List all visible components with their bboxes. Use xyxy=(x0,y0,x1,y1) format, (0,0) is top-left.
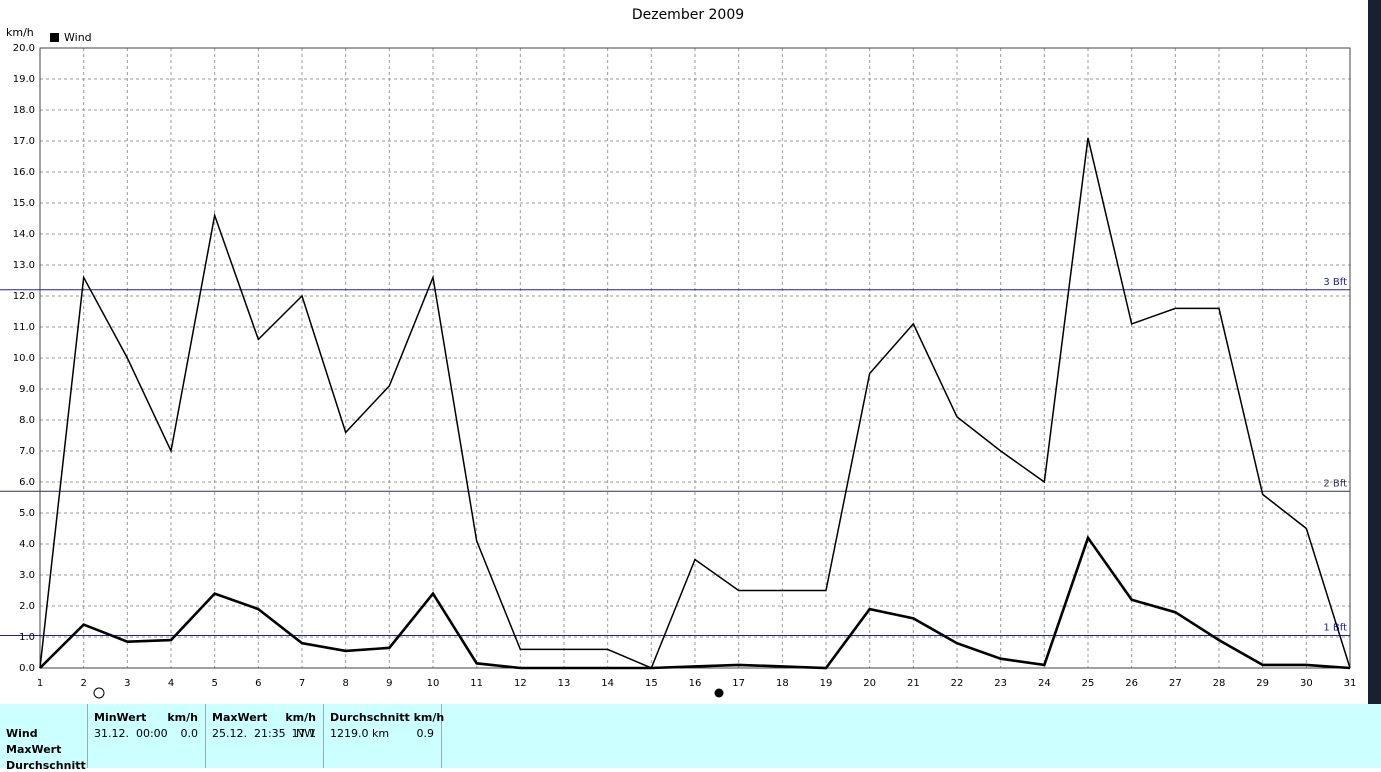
y-tick-label: 12.0 xyxy=(13,291,35,302)
x-tick-label: 7 xyxy=(299,678,305,689)
y-tick-label: 0.0 xyxy=(19,663,35,674)
x-tick-label: 14 xyxy=(601,678,614,689)
x-tick-label: 26 xyxy=(1125,678,1138,689)
y-tick-label: 10.0 xyxy=(13,353,35,364)
y-tick-label: 17.0 xyxy=(13,136,35,147)
side-strip xyxy=(1368,0,1381,704)
table-cell: 17.1 xyxy=(291,727,317,740)
plot-frame xyxy=(39,47,1351,669)
y-tick-label: 13.0 xyxy=(13,260,35,271)
y-tick-label: 5.0 xyxy=(19,508,35,519)
column-header: Durchschnitt km/h xyxy=(330,711,445,724)
table-cell: 25.12. 21:35 xyxy=(212,727,286,740)
y-tick-label: 11.0 xyxy=(13,322,35,333)
x-tick-label: 1 xyxy=(37,678,43,689)
chart: Dezember 2009 km/h Wind 0.0 1.0 2.0 3.0 4.0 5… xyxy=(0,0,1381,704)
y-tick-label: 7.0 xyxy=(19,446,35,457)
x-tick-label: 13 xyxy=(558,678,571,689)
column-header: MinWert xyxy=(94,711,147,724)
table-cell: 0.0 xyxy=(180,727,199,740)
chart-title: Dezember 2009 xyxy=(632,7,744,23)
x-tick-label: 24 xyxy=(1038,678,1051,689)
x-tick-label: 21 xyxy=(907,678,920,689)
x-tick-label: 22 xyxy=(951,678,964,689)
y-axis-label: km/h xyxy=(6,26,34,39)
y-tick-label: 1.0 xyxy=(19,632,35,643)
x-tick-label: 5 xyxy=(211,678,217,689)
y-tick-label: 8.0 xyxy=(19,415,35,426)
x-tick-label: 6 xyxy=(255,678,261,689)
y-tick-label: 19.0 xyxy=(13,74,35,85)
moon-full xyxy=(93,687,105,699)
x-tick-label: 8 xyxy=(342,678,348,689)
x-tick-label: 10 xyxy=(427,678,440,689)
column-header: MaxWert xyxy=(212,711,268,724)
table-cell: NW xyxy=(296,727,316,740)
reference-label: 2 Bft xyxy=(1323,478,1347,489)
table-cell: 0.9 xyxy=(416,727,435,740)
x-tick-label: 9 xyxy=(386,678,392,689)
y-tick-label: 4.0 xyxy=(19,539,35,550)
stats-table: Wind MaxWert Durchschnitt MinWert km/h 31.12.… xyxy=(0,704,1381,772)
x-tick-label: 2 xyxy=(80,678,86,689)
x-tick-label: 29 xyxy=(1256,678,1269,689)
series-line xyxy=(39,534,1351,670)
x-tick-label: 18 xyxy=(776,678,789,689)
x-tick-label: 3 xyxy=(124,678,130,689)
y-tick-label: 16.0 xyxy=(13,167,35,178)
reference-label: 1 Bft xyxy=(1323,622,1347,633)
y-tick-label: 3.0 xyxy=(19,570,35,581)
x-tick-label: 4 xyxy=(168,678,174,689)
row-label: Durchschnitt xyxy=(6,759,86,772)
legend-swatch xyxy=(50,33,59,42)
x-tick-label: 15 xyxy=(645,678,658,689)
column-separator xyxy=(323,704,324,768)
x-tick-label: 19 xyxy=(820,678,833,689)
x-tick-label: 12 xyxy=(514,678,527,689)
moon-new xyxy=(714,688,724,698)
y-tick-label: 18.0 xyxy=(13,105,35,116)
row-label: Wind xyxy=(6,727,38,740)
x-tick-label: 23 xyxy=(994,678,1007,689)
table-cell: 1219.0 km xyxy=(330,727,390,740)
x-tick-label: 28 xyxy=(1213,678,1226,689)
reference-label: 3 Bft xyxy=(1323,277,1347,288)
y-tick-label: 9.0 xyxy=(19,384,35,395)
x-tick-label: 30 xyxy=(1300,678,1313,689)
column-separator xyxy=(441,704,442,768)
x-tick-label: 16 xyxy=(689,678,702,689)
column-separator xyxy=(205,704,206,768)
x-tick-label: 17 xyxy=(732,678,745,689)
x-tick-label: 25 xyxy=(1082,678,1095,689)
x-tick-label: 31 xyxy=(1344,678,1357,689)
series-line xyxy=(39,137,1351,669)
row-label: MaxWert xyxy=(6,743,62,756)
table-cell: 31.12. 00:00 xyxy=(94,727,168,740)
column-unit: km/h xyxy=(167,711,198,724)
y-tick-label: 20.0 xyxy=(13,43,35,54)
x-tick-label: 11 xyxy=(470,678,483,689)
x-tick-label: 27 xyxy=(1169,678,1182,689)
y-tick-label: 2.0 xyxy=(19,601,35,612)
x-tick-label: 20 xyxy=(863,678,876,689)
y-tick-label: 15.0 xyxy=(13,198,35,209)
y-tick-label: 6.0 xyxy=(19,477,35,488)
column-unit: km/h xyxy=(285,711,316,724)
y-tick-label: 14.0 xyxy=(13,229,35,240)
legend-label: Wind xyxy=(64,31,92,44)
column-separator xyxy=(87,704,88,768)
